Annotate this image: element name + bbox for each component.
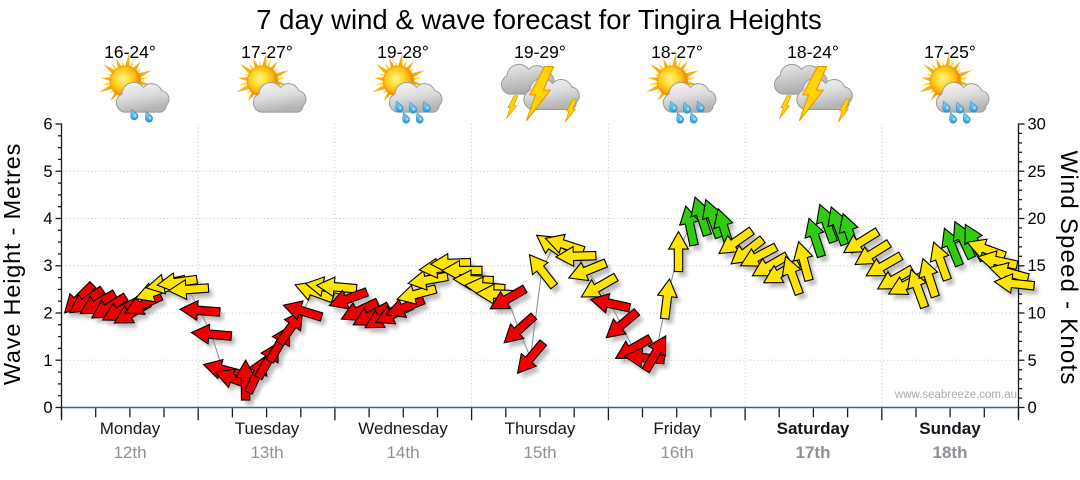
svg-text:15th: 15th [523,443,556,462]
svg-text:30: 30 [1028,116,1046,134]
svg-text:13th: 13th [250,443,283,462]
svg-text:15: 15 [1028,257,1046,275]
svg-text:0: 0 [1028,399,1037,417]
svg-text:6: 6 [43,116,52,134]
svg-text:www.seabreeze.com.au: www.seabreeze.com.au [894,389,1017,401]
svg-text:10: 10 [1028,305,1046,323]
svg-text:4: 4 [43,210,52,228]
svg-text:Saturday: Saturday [777,419,850,438]
svg-text:Wind Speed - Knots: Wind Speed - Knots [1055,150,1080,385]
svg-text:17-27°: 17-27° [241,42,293,62]
svg-text:0: 0 [43,399,52,417]
svg-text:Sunday: Sunday [919,419,981,438]
svg-text:12th: 12th [113,443,146,462]
svg-text:25: 25 [1028,163,1046,181]
svg-text:3: 3 [43,257,52,275]
svg-text:18-24°: 18-24° [787,42,839,62]
svg-text:Wednesday: Wednesday [358,419,448,438]
svg-text:5: 5 [1028,352,1037,370]
svg-text:Wave Height - Metres: Wave Height - Metres [0,143,25,385]
svg-text:18-27°: 18-27° [651,42,703,62]
svg-text:19-29°: 19-29° [514,42,566,62]
svg-text:19-28°: 19-28° [377,42,429,62]
svg-text:1: 1 [43,352,52,370]
svg-text:16th: 16th [660,443,693,462]
svg-text:20: 20 [1028,210,1046,228]
svg-text:Monday: Monday [100,419,161,438]
svg-text:7 day wind & wave forecast for: 7 day wind & wave forecast for Tingira H… [256,4,822,35]
svg-text:Thursday: Thursday [505,419,576,438]
svg-text:5: 5 [43,163,52,181]
svg-text:Friday: Friday [653,419,701,438]
svg-text:17-25°: 17-25° [924,42,976,62]
svg-text:16-24°: 16-24° [104,42,156,62]
svg-text:Tuesday: Tuesday [235,419,300,438]
svg-text:17th: 17th [796,443,831,462]
svg-text:14th: 14th [386,443,419,462]
svg-text:2: 2 [43,305,52,323]
svg-text:18th: 18th [933,443,968,462]
